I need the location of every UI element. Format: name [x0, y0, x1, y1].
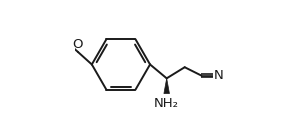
Text: NH₂: NH₂: [154, 97, 179, 110]
Text: O: O: [73, 38, 83, 51]
Polygon shape: [164, 78, 169, 94]
Text: N: N: [213, 69, 223, 82]
